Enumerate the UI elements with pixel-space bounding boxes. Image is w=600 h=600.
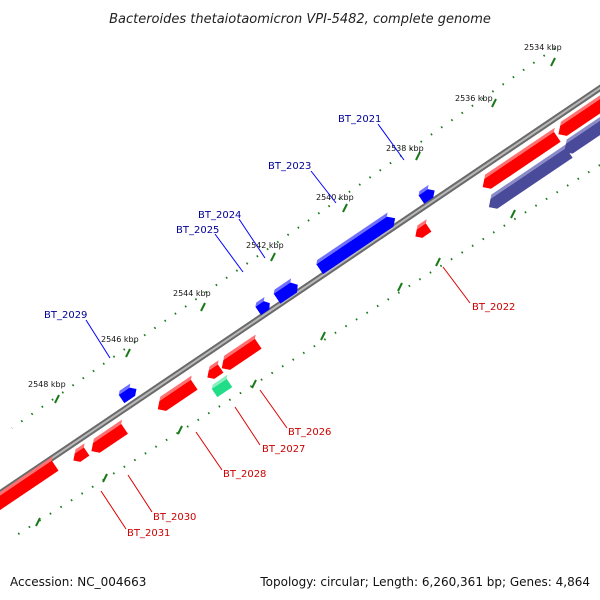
gene-reverse-alt-edge[interactable] — [559, 114, 600, 157]
major-tick — [397, 282, 403, 292]
kbp-label: 2544 kbp — [173, 289, 211, 298]
kbp-label: 2542 kbp — [246, 241, 284, 250]
gene-label-BT_2027: BT_2027 — [262, 444, 305, 455]
kbp-label: 2548 kbp — [28, 380, 66, 389]
major-tick — [320, 331, 326, 341]
gene-BT_2030[interactable] — [86, 419, 130, 456]
gene-BT_2025[interactable] — [254, 296, 273, 316]
gene-label-BT_2023: BT_2023 — [268, 161, 311, 172]
gene-reverse-edge[interactable] — [553, 92, 600, 140]
gene-BT_2027[interactable] — [210, 374, 235, 398]
inner-tick-track — [11, 164, 600, 539]
gene-label-BT_2025: BT_2025 — [176, 225, 219, 236]
inner-major-ticks — [35, 209, 516, 527]
gene-BT_2022[interactable] — [411, 219, 434, 240]
kbp-label: 2536 kbp — [455, 94, 493, 103]
kbp-label: 2546 kbp — [101, 335, 139, 344]
gene-BT_2029[interactable] — [117, 382, 139, 404]
major-tick — [435, 257, 441, 267]
major-tick — [510, 209, 516, 219]
outer-major-ticks — [54, 57, 556, 404]
gene-reverse-long[interactable] — [478, 127, 563, 192]
major-tick — [125, 348, 131, 358]
major-tick — [251, 379, 257, 389]
kbp-label: 2534 kbp — [524, 43, 562, 52]
genome-backbone — [0, 84, 600, 497]
gene-reverse-alt-long[interactable] — [484, 143, 575, 212]
kbp-label: 2538 kbp — [386, 144, 424, 153]
gene-label-BT_2031: BT_2031 — [127, 528, 170, 539]
gene-label-BT_2024: BT_2024 — [198, 210, 241, 221]
major-tick — [35, 517, 41, 527]
major-tick — [102, 473, 108, 483]
gene-reverse-left-edge[interactable] — [0, 456, 61, 515]
map-title: Bacteroides thetaiotaomicron VPI-5482, c… — [109, 12, 491, 27]
gene-BT_2024[interactable] — [272, 277, 301, 304]
major-tick — [270, 252, 276, 262]
gene-label-BT_2022: BT_2022 — [472, 302, 515, 313]
accession-label: Accession: NC_004663 — [10, 575, 146, 589]
forward-leader-lines — [85, 123, 405, 359]
reverse-leader-lines — [100, 266, 471, 530]
gene-label-BT_2026: BT_2026 — [288, 427, 331, 438]
major-tick — [342, 203, 348, 213]
major-tick — [550, 57, 556, 67]
major-tick — [177, 425, 183, 435]
topology-label: Topology: circular; Length: 6,260,361 bp… — [259, 575, 590, 589]
major-tick — [491, 98, 497, 108]
gene-reverse-small[interactable] — [203, 360, 226, 381]
major-tick — [200, 302, 206, 312]
gene-label-BT_2021: BT_2021 — [338, 114, 381, 125]
outer-tick-track — [11, 47, 556, 429]
gene-BT_2021[interactable] — [417, 184, 438, 204]
gene-label-BT_2030: BT_2030 — [153, 512, 196, 523]
gene-BT_2028[interactable] — [153, 375, 200, 415]
kbp-label: 2540 kbp — [316, 193, 354, 202]
gene-BT_2023[interactable] — [315, 211, 399, 275]
major-tick — [54, 394, 60, 404]
gene-BT_2031[interactable] — [69, 443, 92, 464]
gene-label-BT_2029: BT_2029 — [44, 310, 87, 321]
gene-label-BT_2028: BT_2028 — [223, 469, 266, 480]
gene-BT_2026[interactable] — [217, 334, 264, 374]
major-tick — [415, 151, 421, 161]
